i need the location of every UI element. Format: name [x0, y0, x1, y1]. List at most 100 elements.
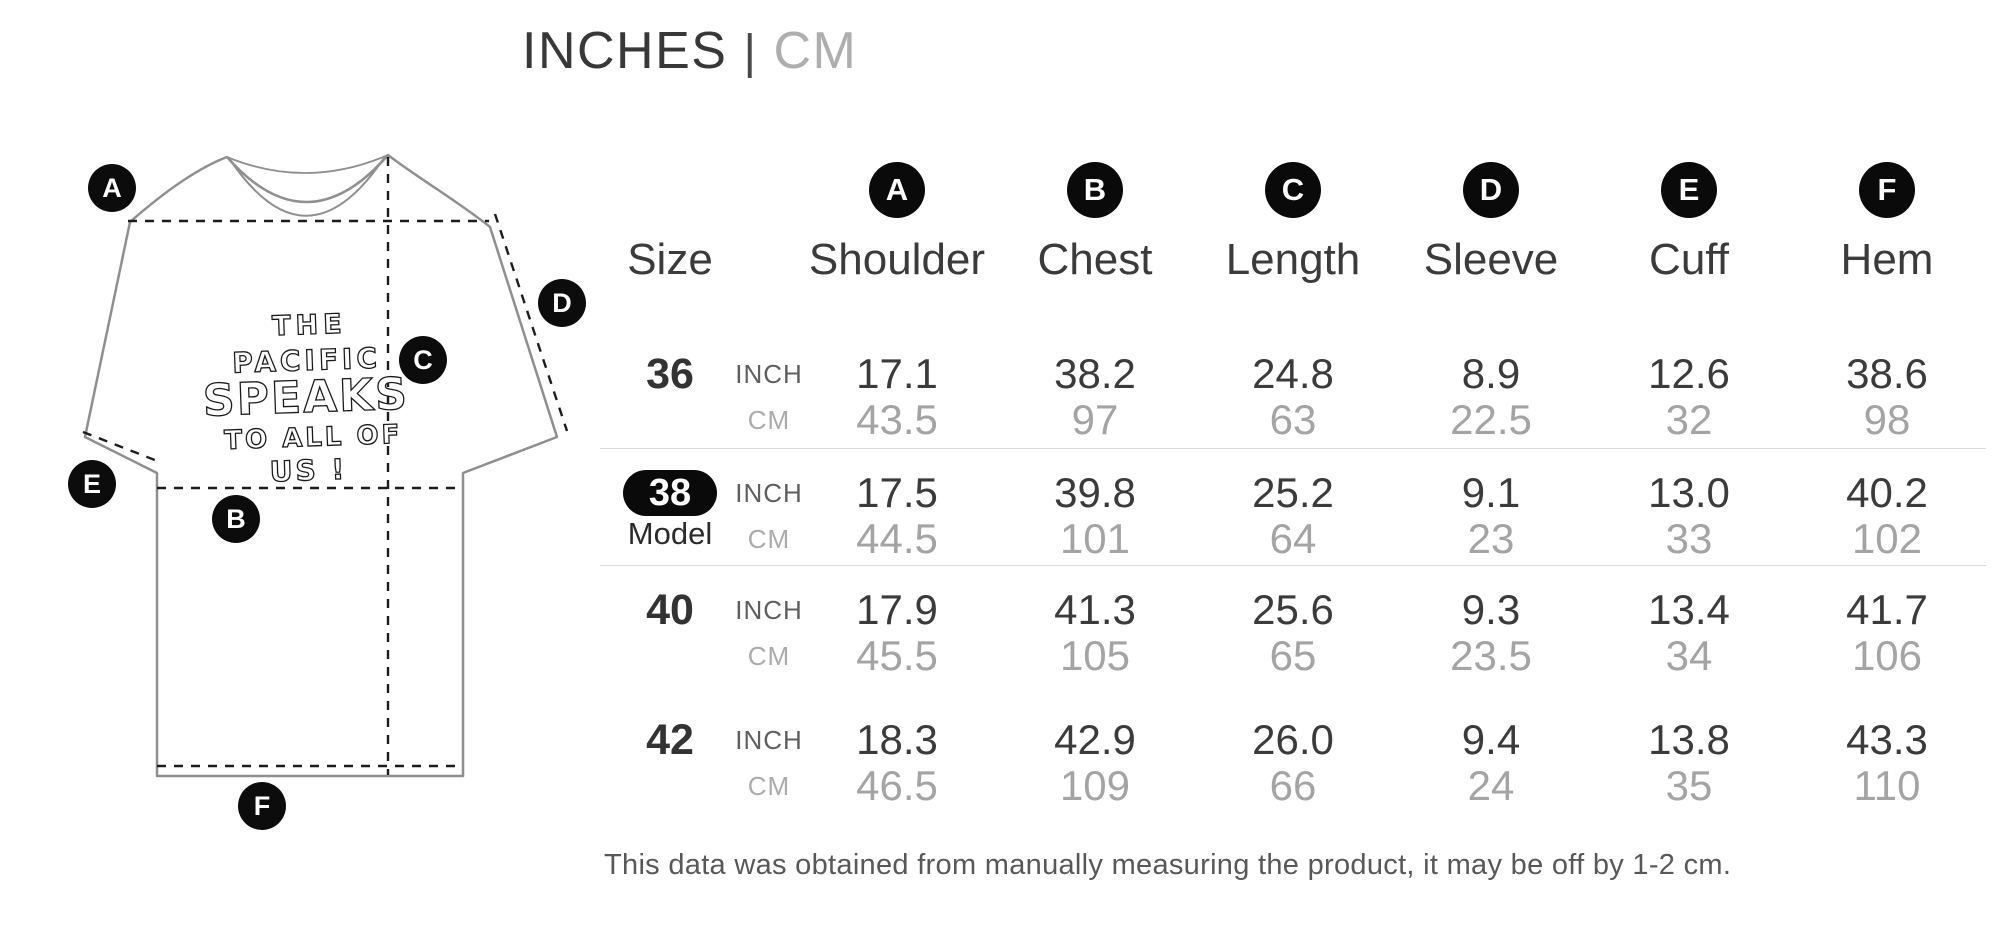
unit-label-inch: INCH: [735, 724, 803, 755]
unit-label-inch: INCH: [735, 358, 803, 389]
cell-36-shoulder-inch: 17.1: [856, 350, 938, 397]
cell-40-hem-cm: 106: [1851, 632, 1923, 679]
unit-divider: |: [743, 26, 758, 79]
unit-inches-label[interactable]: INCHES: [522, 22, 728, 80]
print-line-2: PACIFIC: [232, 342, 382, 380]
cell-36-sleeve-inch: 8.9: [1461, 350, 1521, 397]
column-header-chest: Chest: [1037, 235, 1153, 284]
cell-38-hem-inch: 40.2: [1846, 469, 1928, 516]
cell-36-length-inch: 24.8: [1252, 350, 1334, 397]
cell-36-chest-cm: 97: [1071, 396, 1119, 443]
table-row-36: 36 INCH CM 17.1 43.5 38.2 97 24.8 63 8.9 22.5 12.6 3…: [600, 330, 1986, 448]
cell-38-length-cm: 64: [1269, 515, 1317, 562]
cell-38-chest-inch: 39.8: [1054, 469, 1136, 516]
cell-42-shoulder-inch: 18.3: [856, 716, 938, 763]
cell-38-chest-cm: 101: [1059, 515, 1131, 562]
table-badge-row: A B C D E F: [600, 152, 1986, 228]
unit-label-cm: CM: [747, 523, 791, 554]
cell-36-hem-cm: 98: [1863, 396, 1911, 443]
cell-40-sleeve-cm: 23.5: [1450, 632, 1532, 679]
cell-38-cuff-cm: 33: [1665, 515, 1713, 562]
cell-38-sleeve-cm: 23: [1467, 515, 1515, 562]
cuff-dash-line: [82, 430, 161, 464]
collar-inner-line: [230, 157, 385, 217]
cell-38-shoulder-inch: 17.5: [856, 469, 938, 516]
column-badge-d: D: [1463, 162, 1519, 218]
unit-cm-label[interactable]: CM: [773, 22, 858, 80]
size-label-36: 36: [646, 349, 694, 398]
column-header-shoulder: Shoulder: [808, 235, 986, 284]
table-row-42: 42 INCH CM 18.3 46.5 42.9 109 26.0 66 9.4 24 13.8 35…: [600, 696, 1986, 814]
cell-40-chest-inch: 41.3: [1054, 586, 1136, 633]
tshirt-diagram: THE PACIFIC SPEAKS TO ALL OF US !: [82, 153, 569, 778]
cell-40-hem-inch: 41.7: [1846, 586, 1928, 633]
diagram-badge-e: E: [68, 460, 116, 508]
unit-label-inch: INCH: [735, 477, 803, 508]
cell-38-cuff-inch: 13.0: [1648, 469, 1730, 516]
cell-36-cuff-cm: 32: [1665, 396, 1713, 443]
cell-40-cuff-cm: 34: [1665, 632, 1713, 679]
diagram-badge-f: F: [238, 782, 286, 830]
cell-42-cuff-cm: 35: [1665, 762, 1713, 809]
cell-38-hem-cm: 102: [1851, 515, 1923, 562]
cell-36-sleeve-cm: 22.5: [1450, 396, 1532, 443]
cell-40-shoulder-inch: 17.9: [856, 586, 938, 633]
column-badge-f: F: [1859, 162, 1915, 218]
cell-38-length-inch: 25.2: [1252, 469, 1334, 516]
cell-42-length-cm: 66: [1269, 762, 1317, 809]
sleeve-dash-line: [493, 213, 569, 432]
cell-40-length-cm: 65: [1269, 632, 1317, 679]
unit-label-inch: INCH: [735, 594, 803, 625]
diagram-badge-a: A: [88, 164, 136, 212]
cell-40-shoulder-cm: 45.5: [856, 632, 938, 679]
shirt-print-graphic: THE PACIFIC SPEAKS TO ALL OF US !: [202, 308, 411, 489]
cell-42-cuff-inch: 13.8: [1648, 716, 1730, 763]
cell-42-length-inch: 26.0: [1252, 716, 1334, 763]
column-badge-e: E: [1661, 162, 1717, 218]
print-line-5: US !: [269, 453, 348, 489]
column-badge-b: B: [1067, 162, 1123, 218]
unit-label-cm: CM: [747, 770, 791, 801]
size-table: A B C D E F Size Shoulder Chest Length Sleeve Cuff H…: [600, 152, 1986, 814]
shirt-outline: [83, 153, 559, 778]
print-line-3: SPEAKS: [202, 369, 409, 427]
cell-40-cuff-inch: 13.4: [1648, 586, 1730, 633]
measurement-note: This data was obtained from manually mea…: [604, 849, 1732, 881]
print-line-1: THE: [272, 309, 348, 343]
diagram-badge-d: D: [538, 279, 586, 327]
print-line-4: TO ALL OF: [224, 420, 403, 456]
size-badge-38: 38: [623, 470, 717, 516]
cell-42-shoulder-cm: 46.5: [856, 762, 938, 809]
column-badge-a: A: [869, 162, 925, 218]
cell-40-sleeve-inch: 9.3: [1461, 586, 1521, 633]
column-header-cuff: Cuff: [1649, 235, 1729, 284]
cell-42-hem-cm: 110: [1853, 762, 1921, 809]
size-label-40: 40: [646, 585, 694, 634]
cell-38-shoulder-cm: 44.5: [856, 515, 938, 562]
cell-36-shoulder-cm: 43.5: [856, 396, 938, 443]
column-header-sleeve: Sleeve: [1423, 235, 1559, 284]
cell-36-cuff-inch: 12.6: [1648, 350, 1730, 397]
table-row-40: 40 INCH CM 17.9 45.5 41.3 105 25.6 65 9.3 23.5 13.4…: [600, 566, 1986, 684]
cell-42-chest-inch: 42.9: [1054, 716, 1136, 763]
cell-38-sleeve-inch: 9.1: [1461, 469, 1521, 516]
cell-42-sleeve-inch: 9.4: [1461, 716, 1521, 763]
cell-42-hem-inch: 43.3: [1846, 716, 1928, 763]
column-header-hem: Hem: [1840, 235, 1934, 284]
unit-title: INCHES | CM: [522, 24, 857, 79]
diagram-badge-c: C: [399, 336, 447, 384]
diagram-badge-b: B: [212, 495, 260, 543]
cell-40-length-inch: 25.6: [1252, 586, 1334, 633]
unit-label-cm: CM: [747, 640, 791, 671]
cell-36-hem-inch: 38.6: [1846, 350, 1928, 397]
column-badge-c: C: [1265, 162, 1321, 218]
cell-36-chest-inch: 38.2: [1054, 350, 1136, 397]
size-column-header: Size: [627, 235, 713, 284]
unit-label-cm: CM: [747, 404, 791, 435]
cell-40-chest-cm: 105: [1059, 632, 1131, 679]
model-indicator-label: Model: [627, 516, 713, 551]
collar-back-line: [226, 154, 389, 174]
cell-42-sleeve-cm: 24: [1467, 762, 1515, 809]
cell-36-length-cm: 63: [1269, 396, 1317, 443]
